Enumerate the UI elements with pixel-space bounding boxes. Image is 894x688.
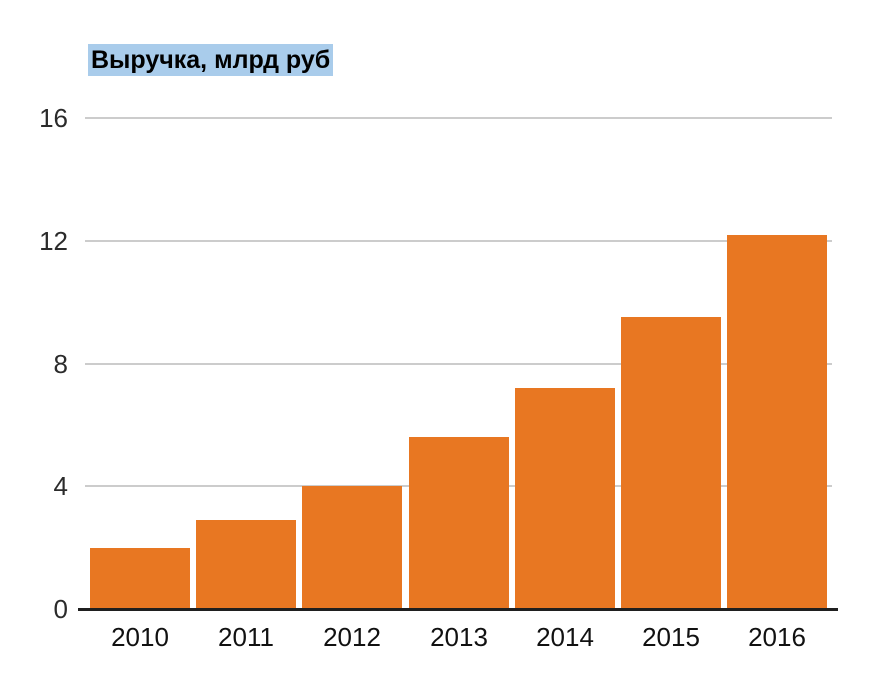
chart-title: Выручка, млрд руб	[88, 44, 334, 76]
x-tick-label-2011: 2011	[218, 622, 274, 652]
x-tick-label-2013: 2013	[430, 622, 488, 652]
x-axis-line	[78, 608, 838, 611]
x-tick-label-2012: 2012	[323, 622, 381, 652]
chart-title-wrap: Выручка, млрд руб	[88, 44, 334, 76]
bar-2012	[302, 486, 402, 609]
bar-2011	[196, 520, 296, 609]
y-tick-label-12: 12	[39, 225, 68, 256]
y-tick-label-8: 8	[53, 348, 68, 379]
x-tick-label-2010: 2010	[111, 622, 169, 652]
gridline-12	[85, 239, 832, 242]
bar-2014	[515, 388, 615, 609]
y-tick-label-0: 0	[53, 594, 68, 624]
x-tick-label-2015: 2015	[642, 622, 700, 652]
bar-2015	[621, 317, 721, 609]
x-tick-label-2014: 2014	[536, 622, 594, 652]
x-tick-label-2016: 2016	[748, 622, 806, 652]
y-tick-label-4: 4	[53, 471, 68, 502]
y-tick-label-16: 16	[39, 103, 68, 133]
gridline-8	[85, 362, 832, 365]
bar-2013	[409, 437, 509, 609]
bar-2010	[90, 548, 190, 609]
bar-2016	[727, 235, 827, 609]
gridline-16	[85, 117, 832, 119]
